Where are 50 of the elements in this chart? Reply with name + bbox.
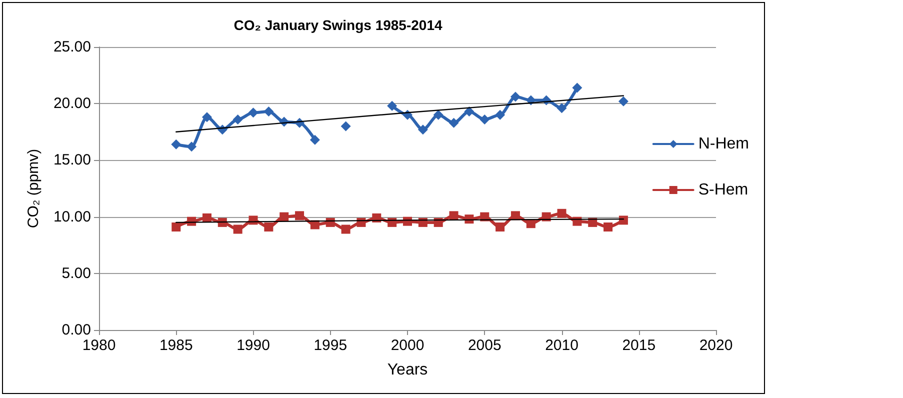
point [557,208,566,218]
point [233,224,242,234]
x-tick-label: 1990 [236,337,270,354]
point [618,216,628,225]
point [295,211,304,220]
point [449,211,458,220]
point [310,134,320,145]
x-tick-label: 1980 [82,337,116,354]
x-tick-label: 2010 [545,337,578,354]
point [618,96,628,106]
y-tick-label: 20.00 [53,95,91,112]
point [171,139,182,150]
point [340,121,351,132]
y-tick-label: 0.00 [62,322,91,338]
x-tick-label: 2015 [622,337,656,354]
point [248,108,258,118]
x-tick-label: 1995 [314,337,348,354]
point [264,106,274,117]
point [433,110,444,120]
point [264,222,274,232]
point [496,222,505,232]
point [202,112,212,122]
y-tick-label: 5.00 [62,264,91,282]
point [495,110,506,120]
x-tick-label: 1985 [159,337,193,354]
legend-label: S-Hem [698,182,748,198]
y-tick-label: 10.00 [53,208,91,226]
point [341,224,350,234]
x-tick-label: 2020 [699,337,733,354]
x-tick-label: 2005 [468,337,502,354]
point [232,114,243,124]
point [556,103,567,114]
point [280,212,289,222]
point [480,114,490,124]
y-tick-label: 25.00 [53,38,91,56]
point [604,222,613,232]
y-axis-title: CO₂ (ppmv) [25,148,42,228]
point [172,222,181,232]
y-tick-label: 15.00 [53,152,91,169]
point [387,100,398,111]
x-axis-title: Years [387,362,428,378]
chart-title: CO₂ January Swings 1985-2014 [234,17,442,33]
point [510,92,520,102]
x-tick-label: 2000 [390,337,424,354]
legend-label: N-Hem [698,136,750,152]
point [572,82,582,93]
point [448,118,459,128]
point [464,106,474,117]
point [418,124,428,135]
point [186,142,197,152]
